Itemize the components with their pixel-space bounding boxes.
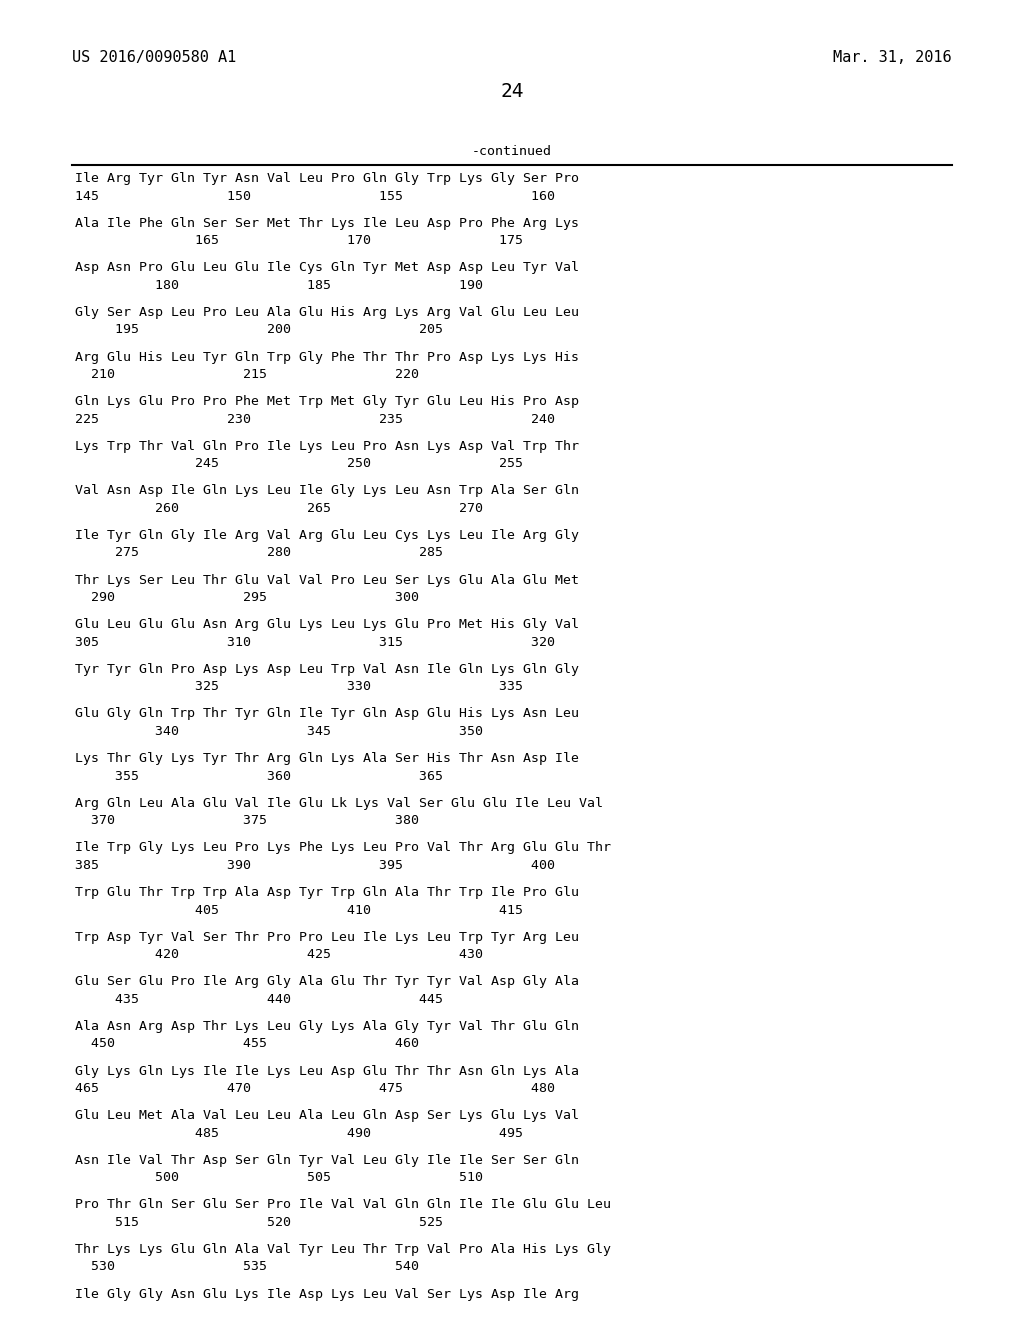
Text: Trp Asp Tyr Val Ser Thr Pro Pro Leu Ile Lys Leu Trp Tyr Arg Leu: Trp Asp Tyr Val Ser Thr Pro Pro Leu Ile … (75, 931, 579, 944)
Text: Ile Gly Gly Asn Glu Lys Ile Asp Lys Leu Val Ser Lys Asp Ile Arg: Ile Gly Gly Asn Glu Lys Ile Asp Lys Leu … (75, 1287, 579, 1300)
Text: Val Asn Asp Ile Gln Lys Leu Ile Gly Lys Leu Asn Trp Ala Ser Gln: Val Asn Asp Ile Gln Lys Leu Ile Gly Lys … (75, 484, 579, 498)
Text: 355                360                365: 355 360 365 (75, 770, 443, 783)
Text: 485                490                495: 485 490 495 (75, 1127, 523, 1139)
Text: 180                185                190: 180 185 190 (75, 279, 483, 292)
Text: 385                390                395                400: 385 390 395 400 (75, 859, 555, 873)
Text: 24: 24 (501, 82, 523, 102)
Text: Arg Gln Leu Ala Glu Val Ile Glu Lk Lys Val Ser Glu Glu Ile Leu Val: Arg Gln Leu Ala Glu Val Ile Glu Lk Lys V… (75, 797, 603, 809)
Text: 245                250                255: 245 250 255 (75, 457, 523, 470)
Text: Lys Thr Gly Lys Tyr Thr Arg Gln Lys Ala Ser His Thr Asn Asp Ile: Lys Thr Gly Lys Tyr Thr Arg Gln Lys Ala … (75, 752, 579, 766)
Text: 325                330                335: 325 330 335 (75, 680, 523, 693)
Text: 145                150                155                160: 145 150 155 160 (75, 190, 555, 202)
Text: Gln Lys Glu Pro Pro Phe Met Trp Met Gly Tyr Glu Leu His Pro Asp: Gln Lys Glu Pro Pro Phe Met Trp Met Gly … (75, 395, 579, 408)
Text: Mar. 31, 2016: Mar. 31, 2016 (834, 50, 952, 65)
Text: 420                425                430: 420 425 430 (75, 948, 483, 961)
Text: US 2016/0090580 A1: US 2016/0090580 A1 (72, 50, 237, 65)
Text: Thr Lys Ser Leu Thr Glu Val Val Pro Leu Ser Lys Glu Ala Glu Met: Thr Lys Ser Leu Thr Glu Val Val Pro Leu … (75, 574, 579, 586)
Text: 340                345                350: 340 345 350 (75, 725, 483, 738)
Text: 500                505                510: 500 505 510 (75, 1171, 483, 1184)
Text: Trp Glu Thr Trp Trp Ala Asp Tyr Trp Gln Ala Thr Trp Ile Pro Glu: Trp Glu Thr Trp Trp Ala Asp Tyr Trp Gln … (75, 886, 579, 899)
Text: 435                440                445: 435 440 445 (75, 993, 443, 1006)
Text: Gly Ser Asp Leu Pro Leu Ala Glu His Arg Lys Arg Val Glu Leu Leu: Gly Ser Asp Leu Pro Leu Ala Glu His Arg … (75, 306, 579, 319)
Text: Gly Lys Gln Lys Ile Ile Lys Leu Asp Glu Thr Thr Asn Gln Lys Ala: Gly Lys Gln Lys Ile Ile Lys Leu Asp Glu … (75, 1064, 579, 1077)
Text: Thr Lys Lys Glu Gln Ala Val Tyr Leu Thr Trp Val Pro Ala His Lys Gly: Thr Lys Lys Glu Gln Ala Val Tyr Leu Thr … (75, 1243, 611, 1257)
Text: 450                455                460: 450 455 460 (75, 1038, 419, 1051)
Text: 305                310                315                320: 305 310 315 320 (75, 636, 555, 648)
Text: 195                200                205: 195 200 205 (75, 323, 443, 337)
Text: Asn Ile Val Thr Asp Ser Gln Tyr Val Leu Gly Ile Ile Ser Ser Gln: Asn Ile Val Thr Asp Ser Gln Tyr Val Leu … (75, 1154, 579, 1167)
Text: Ala Asn Arg Asp Thr Lys Leu Gly Lys Ala Gly Tyr Val Thr Glu Gln: Ala Asn Arg Asp Thr Lys Leu Gly Lys Ala … (75, 1020, 579, 1032)
Text: 260                265                270: 260 265 270 (75, 502, 483, 515)
Text: 530                535                540: 530 535 540 (75, 1261, 419, 1274)
Text: 225                230                235                240: 225 230 235 240 (75, 413, 555, 425)
Text: Glu Gly Gln Trp Thr Tyr Gln Ile Tyr Gln Asp Glu His Lys Asn Leu: Glu Gly Gln Trp Thr Tyr Gln Ile Tyr Gln … (75, 708, 579, 721)
Text: Ile Trp Gly Lys Leu Pro Lys Phe Lys Leu Pro Val Thr Arg Glu Glu Thr: Ile Trp Gly Lys Leu Pro Lys Phe Lys Leu … (75, 841, 611, 854)
Text: Ala Ile Phe Gln Ser Ser Met Thr Lys Ile Leu Asp Pro Phe Arg Lys: Ala Ile Phe Gln Ser Ser Met Thr Lys Ile … (75, 216, 579, 230)
Text: Arg Glu His Leu Tyr Gln Trp Gly Phe Thr Thr Pro Asp Lys Lys His: Arg Glu His Leu Tyr Gln Trp Gly Phe Thr … (75, 351, 579, 363)
Text: Ile Tyr Gln Gly Ile Arg Val Arg Glu Leu Cys Lys Leu Ile Arg Gly: Ile Tyr Gln Gly Ile Arg Val Arg Glu Leu … (75, 529, 579, 543)
Text: 405                410                415: 405 410 415 (75, 903, 523, 916)
Text: 210                215                220: 210 215 220 (75, 368, 419, 381)
Text: Glu Ser Glu Pro Ile Arg Gly Ala Glu Thr Tyr Tyr Val Asp Gly Ala: Glu Ser Glu Pro Ile Arg Gly Ala Glu Thr … (75, 975, 579, 989)
Text: 165                170                175: 165 170 175 (75, 234, 523, 247)
Text: Glu Leu Glu Glu Asn Arg Glu Lys Leu Lys Glu Pro Met His Gly Val: Glu Leu Glu Glu Asn Arg Glu Lys Leu Lys … (75, 618, 579, 631)
Text: 275                280                285: 275 280 285 (75, 546, 443, 560)
Text: 370                375                380: 370 375 380 (75, 814, 419, 828)
Text: Tyr Tyr Gln Pro Asp Lys Asp Leu Trp Val Asn Ile Gln Lys Gln Gly: Tyr Tyr Gln Pro Asp Lys Asp Leu Trp Val … (75, 663, 579, 676)
Text: 465                470                475                480: 465 470 475 480 (75, 1082, 555, 1096)
Text: Pro Thr Gln Ser Glu Ser Pro Ile Val Val Gln Gln Ile Ile Glu Glu Leu: Pro Thr Gln Ser Glu Ser Pro Ile Val Val … (75, 1199, 611, 1212)
Text: Lys Trp Thr Val Gln Pro Ile Lys Leu Pro Asn Lys Asp Val Trp Thr: Lys Trp Thr Val Gln Pro Ile Lys Leu Pro … (75, 440, 579, 453)
Text: Ile Arg Tyr Gln Tyr Asn Val Leu Pro Gln Gly Trp Lys Gly Ser Pro: Ile Arg Tyr Gln Tyr Asn Val Leu Pro Gln … (75, 172, 579, 185)
Text: 515                520                525: 515 520 525 (75, 1216, 443, 1229)
Text: Asp Asn Pro Glu Leu Glu Ile Cys Gln Tyr Met Asp Asp Leu Tyr Val: Asp Asn Pro Glu Leu Glu Ile Cys Gln Tyr … (75, 261, 579, 275)
Text: 290                295                300: 290 295 300 (75, 591, 419, 605)
Text: Glu Leu Met Ala Val Leu Leu Ala Leu Gln Asp Ser Lys Glu Lys Val: Glu Leu Met Ala Val Leu Leu Ala Leu Gln … (75, 1109, 579, 1122)
Text: -continued: -continued (472, 145, 552, 158)
